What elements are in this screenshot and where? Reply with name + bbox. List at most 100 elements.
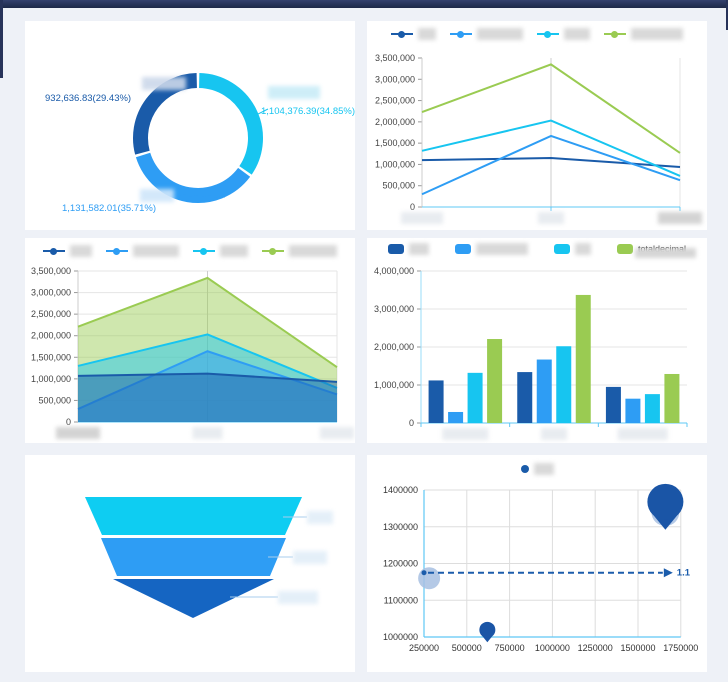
line-chart-canvas[interactable]: 0 500,000 1,000,000 1,500,000 2,000,000 2,500… <box>367 21 707 230</box>
legend-marker-green <box>262 247 284 255</box>
funnel-segment[interactable] <box>113 579 274 618</box>
axis-label: 1,500,000 <box>31 352 71 362</box>
legend-item[interactable] <box>537 28 590 40</box>
pie-chart-canvas[interactable]: 1,104,376.39(34.85%) 1,131,582.01(35.71%)… <box>25 21 355 230</box>
card-area-chart: 0 500,000 1,000,000 1,500,000 2,000,000 2,500… <box>25 238 355 443</box>
axis-label: 0 <box>66 417 71 427</box>
area-line-navy[interactable] <box>77 372 338 383</box>
chart-legend: totaldecimal <box>367 243 707 258</box>
legend-item[interactable] <box>193 245 248 257</box>
funnel-segment[interactable] <box>101 538 286 576</box>
legend-item[interactable] <box>604 28 683 40</box>
bar-chart-canvas[interactable]: 0 1,000,000 2,000,000 3,000,000 4,000,000 <box>367 238 707 443</box>
legend-item[interactable] <box>262 245 337 257</box>
line-series-blue[interactable] <box>421 134 681 196</box>
bar-cyan[interactable] <box>556 346 572 423</box>
refline-arrow <box>663 568 673 578</box>
axis-label: 1000000 <box>535 643 570 653</box>
axis-label: 3,500,000 <box>375 53 415 63</box>
area-fill-cyan[interactable] <box>78 334 337 422</box>
bar-navy[interactable] <box>517 372 533 423</box>
legend-item[interactable] <box>391 28 436 40</box>
bar-cyan[interactable] <box>644 394 660 423</box>
area-chart-canvas[interactable]: 0 500,000 1,000,000 1,500,000 2,000,000 2,500… <box>25 238 355 443</box>
pie-slice[interactable] <box>198 73 263 175</box>
pie-value-label: 932,636.83(29.43%) <box>45 93 131 104</box>
redacted-label <box>56 427 100 439</box>
axis-label: 1,000,000 <box>375 159 415 169</box>
axis-label: 2,000,000 <box>375 117 415 127</box>
axis-label: 500,000 <box>382 181 415 191</box>
bar-blue[interactable] <box>625 398 641 423</box>
legend-item[interactable] <box>553 243 591 255</box>
bar-blue[interactable] <box>536 359 552 423</box>
bar-navy[interactable] <box>428 380 444 423</box>
bar-navy[interactable] <box>605 386 621 423</box>
axis-label: 2,500,000 <box>31 309 71 319</box>
redacted-label <box>564 28 590 40</box>
redacted-label <box>278 591 318 604</box>
pin-marker[interactable] <box>647 483 684 530</box>
legend-marker-blue <box>450 30 472 38</box>
pie-slice[interactable] <box>133 73 198 155</box>
bar-blue[interactable] <box>448 411 464 423</box>
axis-label: 3,500,000 <box>31 266 71 276</box>
legend-item[interactable] <box>520 463 554 475</box>
redacted-label <box>574 243 591 255</box>
redacted-label <box>538 212 564 224</box>
legend-item[interactable] <box>43 245 92 257</box>
pin-marker[interactable] <box>479 621 496 643</box>
axis-label: 1,000,000 <box>374 380 414 390</box>
card-pie-chart: 1,104,376.39(34.85%) 1,131,582.01(35.71%)… <box>25 21 355 230</box>
line-series-cyan[interactable] <box>421 119 681 177</box>
axis-label: 1400000 <box>383 485 418 495</box>
axis-label: 500000 <box>452 643 482 653</box>
legend-item[interactable] <box>454 243 528 255</box>
refline-origin <box>421 570 427 576</box>
axis-label: 1300000 <box>383 522 418 532</box>
redacted-label <box>268 86 320 99</box>
bar-green[interactable] <box>664 373 680 423</box>
line-series-green[interactable] <box>421 63 681 154</box>
card-scatter-chart: 250000 500000 750000 1000000 1250000 1500000 1… <box>367 455 707 672</box>
axis-label: 0 <box>409 418 414 428</box>
redacted-label <box>475 243 528 255</box>
area-fill-navy[interactable] <box>78 373 337 422</box>
legend-marker-navy <box>387 244 404 254</box>
bar-green[interactable] <box>487 339 503 423</box>
card-bar-chart: totaldecimal 0 1,000,000 2,000,000 3,000,000… <box>367 238 707 443</box>
redacted-label <box>617 428 668 440</box>
line-series-navy[interactable] <box>421 157 681 168</box>
area-fill-blue[interactable] <box>78 351 337 422</box>
area-line-cyan[interactable] <box>77 333 338 389</box>
card-funnel-chart <box>25 455 355 672</box>
bar-cyan[interactable] <box>467 372 483 423</box>
funnel-chart-canvas[interactable] <box>25 455 355 672</box>
bar-green[interactable] <box>575 294 591 423</box>
scatter-point[interactable] <box>418 567 441 590</box>
window-left-edge <box>0 0 3 78</box>
axis-label: 4,000,000 <box>374 266 414 276</box>
legend-item[interactable] <box>387 243 429 255</box>
scatter-chart-canvas[interactable]: 250000 500000 750000 1000000 1250000 1500000 1… <box>367 455 707 672</box>
legend-item[interactable] <box>450 28 523 40</box>
axis-label: 2,000,000 <box>31 331 71 341</box>
legend-marker-navy <box>43 247 65 255</box>
redacted-label <box>631 28 683 40</box>
redacted-label <box>401 212 443 224</box>
legend-item[interactable] <box>106 245 179 257</box>
area-fill-green[interactable] <box>78 277 337 422</box>
redacted-label <box>442 428 489 440</box>
pie-slice[interactable] <box>135 152 251 203</box>
redacted-label <box>320 427 354 439</box>
redacted-label <box>658 212 702 224</box>
redacted-label <box>541 428 567 440</box>
area-line-green[interactable] <box>77 276 338 369</box>
legend-item[interactable]: totaldecimal <box>616 244 697 258</box>
axis-label: 250000 <box>409 643 439 653</box>
axis-label: 1500000 <box>620 643 655 653</box>
funnel-segment[interactable] <box>85 497 302 535</box>
legend-marker-blue <box>106 247 128 255</box>
redacted-label <box>408 243 429 255</box>
